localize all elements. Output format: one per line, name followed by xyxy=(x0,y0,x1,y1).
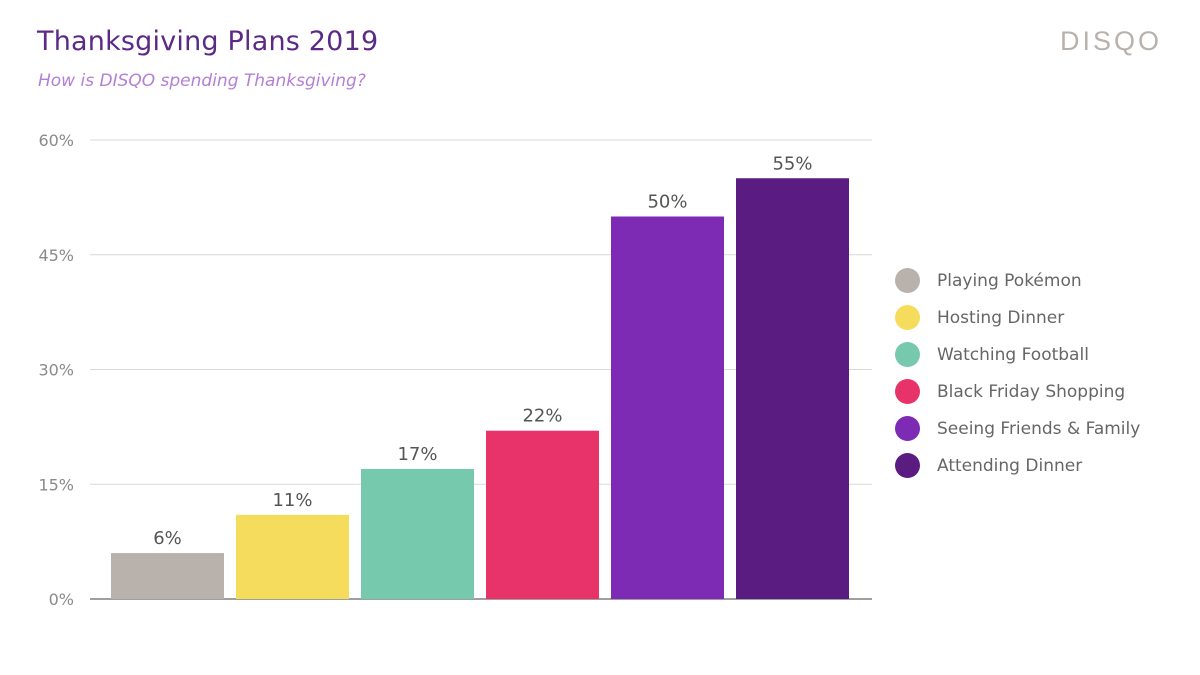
legend-swatch xyxy=(895,268,920,293)
y-tick-label: 45% xyxy=(38,246,74,265)
legend-item: Black Friday Shopping xyxy=(895,373,1140,410)
chart-legend: Playing Pokémon Hosting Dinner Watching Fo… xyxy=(895,262,1140,484)
bar-4 xyxy=(486,430,599,599)
bar-2 xyxy=(236,514,349,599)
legend-label: Hosting Dinner xyxy=(937,307,1065,328)
bar-data-label: 55% xyxy=(772,153,812,174)
legend-swatch xyxy=(895,416,920,441)
legend-label: Seeing Friends & Family xyxy=(937,418,1141,439)
legend-item: Attending Dinner xyxy=(895,447,1140,484)
legend-label: Attending Dinner xyxy=(937,455,1083,476)
legend-item: Seeing Friends & Family xyxy=(895,410,1140,447)
legend-label: Watching Football xyxy=(937,344,1089,365)
legend-label: Black Friday Shopping xyxy=(937,381,1126,402)
y-tick-label: 60% xyxy=(38,131,74,150)
bar-data-label: 17% xyxy=(397,444,437,465)
bar-1 xyxy=(111,553,224,599)
legend-item: Playing Pokémon xyxy=(895,262,1140,299)
legend-swatch xyxy=(895,342,920,367)
bar-3 xyxy=(361,468,474,599)
legend-swatch xyxy=(895,379,920,404)
legend-item: Hosting Dinner xyxy=(895,299,1140,336)
legend-swatch xyxy=(895,305,920,330)
bar-5 xyxy=(611,216,724,599)
legend-label: Playing Pokémon xyxy=(937,270,1082,291)
brand-logo: DISQO xyxy=(1059,26,1162,56)
y-tick-label: 0% xyxy=(49,590,74,609)
bar-data-label: 22% xyxy=(522,406,562,427)
bar-data-label: 11% xyxy=(272,490,312,511)
y-tick-label: 15% xyxy=(38,475,74,494)
chart-title: Thanksgiving Plans 2019 xyxy=(37,26,379,57)
bar-6 xyxy=(736,178,849,599)
y-tick-label: 30% xyxy=(38,361,74,380)
bar-data-label: 6% xyxy=(153,528,182,549)
bar-data-label: 50% xyxy=(647,192,687,213)
chart-subtitle: How is DISQO spending Thanksgiving? xyxy=(38,71,366,91)
legend-item: Watching Football xyxy=(895,336,1140,373)
legend-swatch xyxy=(895,453,920,478)
